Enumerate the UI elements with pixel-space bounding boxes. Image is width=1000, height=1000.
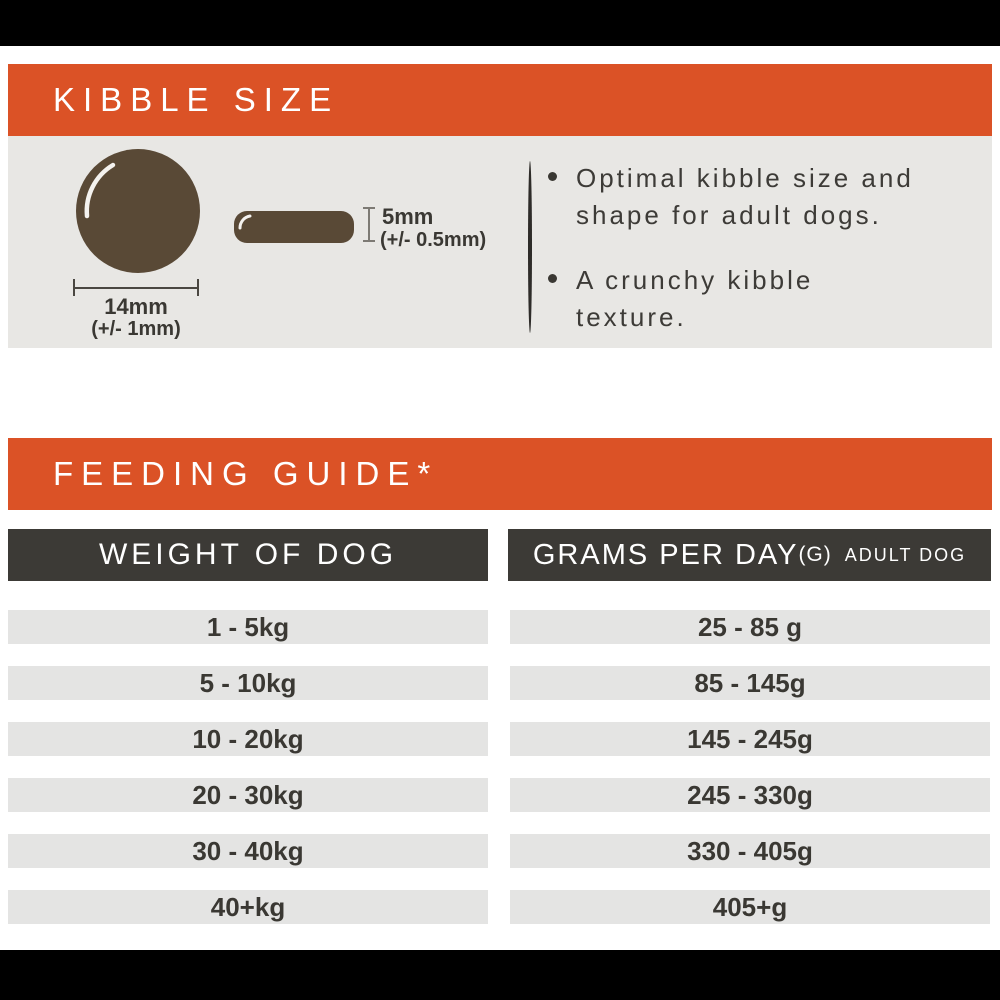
diameter-value: 14mm: [104, 294, 168, 319]
grams-header-label: GRAMS PER DAY: [532, 538, 799, 571]
kibble-stick-icon: [234, 211, 354, 243]
divider-line: [528, 161, 532, 333]
kibble-bullet-list: Optimal kibble size and shape for adult …: [548, 160, 978, 364]
kibble-size-banner: KIBBLE SIZE: [8, 64, 992, 136]
weight-of-dog-header: WEIGHT OF DOG: [8, 529, 488, 581]
bullet-icon: [548, 172, 557, 181]
thickness-value: 5mm: [382, 204, 434, 229]
bullet-line: Optimal kibble size and: [576, 163, 914, 193]
bullet-line: A crunchy kibble: [576, 265, 814, 295]
table-row: 1 - 5kg: [8, 610, 488, 644]
feeding-guide-title: FEEDING GUIDE*: [53, 455, 439, 492]
diameter-measure-line: [73, 279, 199, 296]
weight-column: 1 - 5kg 5 - 10kg 10 - 20kg 20 - 30kg 30 …: [8, 610, 488, 924]
diameter-tolerance: (+/- 1mm): [91, 318, 181, 340]
grams-per-day-header: GRAMS PER DAY (G) ADULT DOG: [508, 529, 991, 581]
table-row: 20 - 30kg: [8, 778, 488, 812]
table-row: 25 - 85 g: [510, 610, 990, 644]
top-black-bar: [0, 0, 1000, 46]
table-row: 85 - 145g: [510, 666, 990, 700]
table-row: 40+kg: [8, 890, 488, 924]
bottom-black-bar: [0, 950, 1000, 1000]
grams-header-unit: (G): [798, 543, 832, 566]
table-row: 10 - 20kg: [8, 722, 488, 756]
bullet-line: shape for adult dogs.: [576, 200, 882, 230]
table-row: 5 - 10kg: [8, 666, 488, 700]
feeding-guide-banner: FEEDING GUIDE*: [8, 438, 992, 510]
list-item: A crunchy kibble texture.: [548, 262, 978, 336]
weight-header-label: WEIGHT OF DOG: [98, 538, 398, 571]
table-row: 245 - 330g: [510, 778, 990, 812]
list-item: Optimal kibble size and shape for adult …: [548, 160, 978, 234]
kibble-panel: 14mm (+/- 1mm) 5mm (+/- 0.5mm) Optimal k…: [8, 136, 992, 348]
thickness-measure-line: [363, 207, 375, 242]
bullet-line: texture.: [576, 302, 687, 332]
bullet-icon: [548, 274, 557, 283]
kibble-disc-icon: [76, 149, 200, 273]
kibble-size-title: KIBBLE SIZE: [53, 81, 340, 118]
grams-header-note: ADULT DOG: [844, 544, 967, 565]
table-row: 30 - 40kg: [8, 834, 488, 868]
thickness-tolerance: (+/- 0.5mm): [380, 229, 487, 251]
table-row: 145 - 245g: [510, 722, 990, 756]
table-row: 330 - 405g: [510, 834, 990, 868]
grams-column: 25 - 85 g 85 - 145g 145 - 245g 245 - 330…: [510, 610, 990, 924]
table-row: 405+g: [510, 890, 990, 924]
